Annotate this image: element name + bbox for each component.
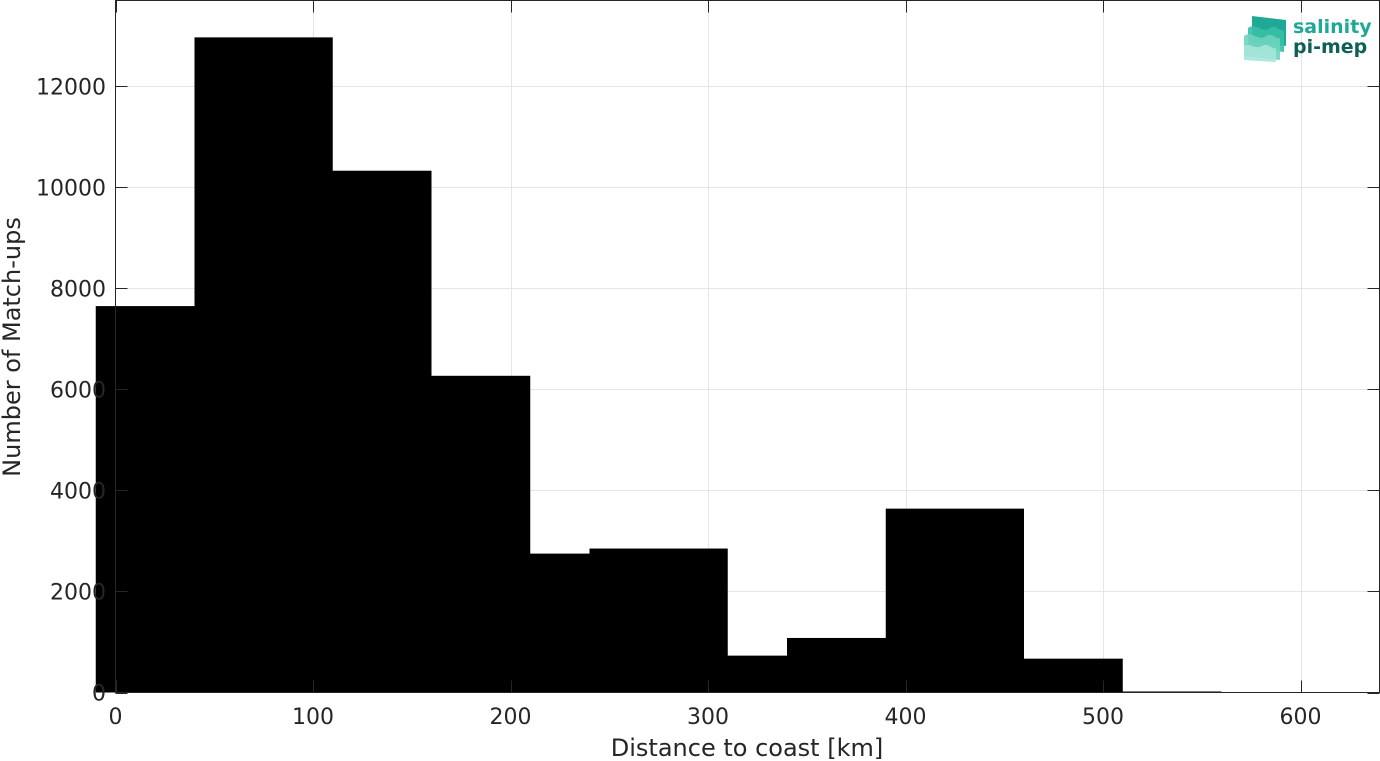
bar: [984, 658, 1123, 693]
y-tick-label: 2000: [50, 580, 106, 605]
x-tick-label: 600: [1280, 705, 1322, 730]
x-axis-label: Distance to coast [km]: [611, 734, 883, 761]
x-tick-label: 100: [292, 705, 334, 730]
y-axis-label: Number of Match-ups: [0, 217, 26, 477]
y-tick-label: 0: [92, 682, 106, 707]
x-tick-labels: 0 100 200 300 400 500 600: [109, 705, 1322, 730]
x-tick-label: 500: [1082, 705, 1124, 730]
x-tick-label: 400: [885, 705, 927, 730]
logo-text-pimep: pi-mep: [1293, 36, 1367, 58]
logo-text-salinity: salinity: [1293, 16, 1372, 38]
tick-marks: [115, 0, 1380, 694]
bar: [1083, 691, 1222, 693]
y-tick-label: 12000: [36, 75, 106, 100]
salinity-pimep-logo: salinity pi-mep: [1244, 16, 1372, 62]
y-tick-label: 8000: [50, 277, 106, 302]
y-tick-label: 6000: [50, 378, 106, 403]
x-tick-label: 0: [109, 705, 123, 730]
y-tick-label: 4000: [50, 479, 106, 504]
bars: [95, 37, 1222, 693]
x-tick-label: 300: [687, 705, 729, 730]
logo-wave-icon: [1244, 16, 1286, 62]
x-tick-label: 200: [490, 705, 532, 730]
y-tick-label: 10000: [36, 176, 106, 201]
y-tick-labels: 0 2000 4000 6000 8000 10000 12000: [36, 75, 106, 706]
